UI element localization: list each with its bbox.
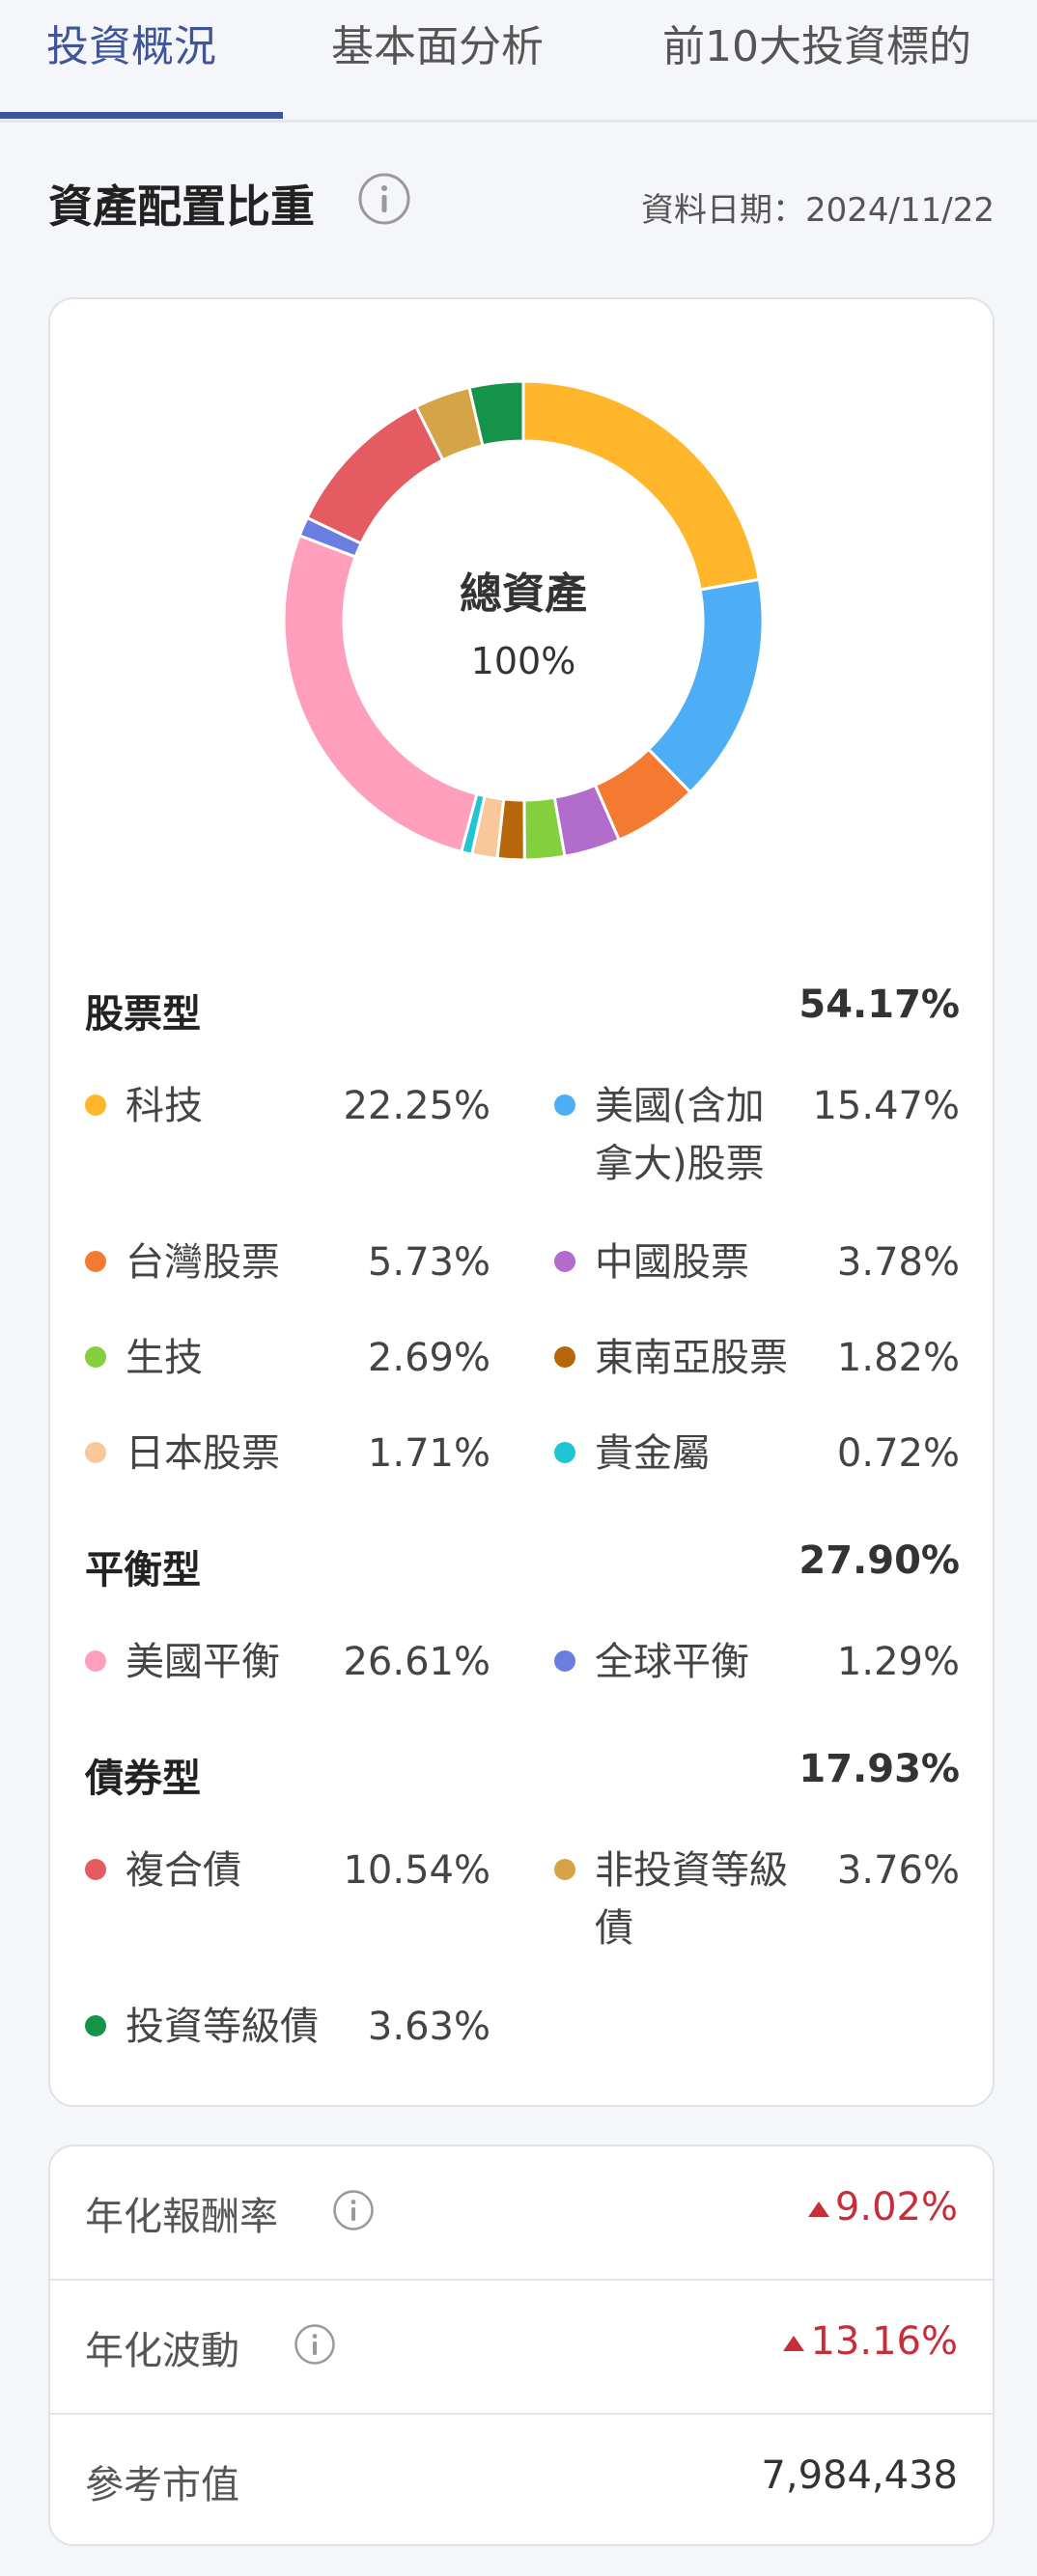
legend-item: 中國股票 3.78%: [554, 1233, 960, 1291]
legend-item: 日本股票 1.71%: [85, 1425, 490, 1482]
legend-item: 台灣股票 5.73%: [85, 1233, 490, 1291]
legend-value: 15.47%: [812, 1084, 960, 1128]
legend-label: 美國(含加: [595, 1084, 765, 1128]
legend-label: 美國平衡: [126, 1640, 280, 1684]
group-balanced: 平衡型 27.90%: [85, 1538, 960, 1596]
legend-dot: [554, 1251, 575, 1272]
legend-label-line2: 拿大)股票: [595, 1142, 765, 1186]
legend-label: 投資等級債: [126, 2005, 319, 2049]
legend-item: 全球平衡 1.29%: [554, 1633, 960, 1691]
group-percentage: 27.90%: [799, 1538, 960, 1583]
stat-value: 13.16%: [781, 2319, 958, 2364]
tab-bar: 投資概況 基本面分析 前10大投資標的: [0, 0, 1037, 123]
group-name: 平衡型: [85, 1548, 201, 1593]
asset-allocation-donut-chart: 總資產 100%: [282, 379, 765, 862]
legend-item: 東南亞股票 1.82%: [554, 1329, 960, 1387]
legend-item: 美國(含加 拿大)股票 15.47%: [554, 1077, 960, 1193]
legend-item: 非投資等級 債 3.76%: [554, 1842, 960, 1957]
donut-slice: [305, 404, 445, 546]
allocation-title: 資產配置比重: [48, 180, 315, 233]
legend-label: 生技: [126, 1336, 203, 1380]
legend-dot: [554, 1650, 575, 1672]
legend-value: 5.73%: [367, 1240, 490, 1285]
stat-label: 年化報酬率: [85, 2195, 278, 2239]
tab-top10-holdings[interactable]: 前10大投資標的: [662, 22, 971, 71]
stat-label: 年化波動: [85, 2329, 239, 2373]
triangle-up-icon: [783, 2336, 805, 2351]
legend-value: 0.72%: [836, 1431, 960, 1476]
legend-item: 貴金屬 0.72%: [554, 1425, 960, 1482]
legend-value: 1.29%: [836, 1640, 960, 1684]
stat-annualized-volatility: 年化波動 13.16%: [50, 2281, 993, 2414]
legend-item: 複合債 10.54%: [85, 1842, 490, 1899]
legend-label: 全球平衡: [595, 1640, 749, 1684]
group-percentage: 54.17%: [799, 983, 960, 1027]
donut-slice: [646, 577, 765, 794]
legend-label: 日本股票: [126, 1431, 280, 1476]
donut-center-value: 100%: [471, 640, 576, 682]
legend-dot: [85, 1859, 106, 1880]
legend-label: 台灣股票: [126, 1240, 280, 1285]
legend-item: 生技 2.69%: [85, 1329, 490, 1387]
legend-item: 科技 22.25%: [85, 1077, 490, 1135]
legend-label: 非投資等級: [595, 1848, 788, 1893]
tab-fundamental-analysis[interactable]: 基本面分析: [331, 22, 544, 71]
data-date: 資料日期：2024/11/22: [641, 191, 995, 230]
group-bond: 債券型 17.93%: [85, 1747, 960, 1805]
donut-center-title: 總資產: [460, 569, 587, 619]
allocation-header: 資產配置比重 資料日期：2024/11/22: [48, 172, 995, 239]
legend-value: 22.25%: [343, 1084, 490, 1128]
legend-item: 美國平衡 26.61%: [85, 1633, 490, 1691]
legend-label: 複合債: [126, 1848, 241, 1893]
stat-annualized-return: 年化報酬率 9.02%: [50, 2147, 993, 2280]
group-name: 股票型: [85, 992, 201, 1037]
group-percentage: 17.93%: [799, 1747, 960, 1791]
legend-dot: [85, 1346, 106, 1368]
divider: [50, 2279, 993, 2281]
legend-label-line2: 債: [595, 1906, 633, 1951]
legend-dot: [85, 2015, 106, 2036]
allocation-card: 總資產 100% 股票型 54.17% 科技 22.25% 美國(含加 拿大)股…: [48, 297, 995, 2107]
legend-value: 1.71%: [367, 1431, 490, 1476]
stat-value: 7,984,438: [761, 2453, 958, 2498]
legend-item: 投資等級債 3.63%: [85, 1998, 490, 2056]
info-circle-icon[interactable]: [332, 2189, 375, 2231]
legend-label: 中國股票: [595, 1240, 749, 1285]
stat-value-text: 13.16%: [810, 2319, 958, 2364]
legend-value: 3.76%: [836, 1848, 960, 1893]
legend-dot: [554, 1442, 575, 1463]
group-name: 債券型: [85, 1757, 201, 1801]
legend-value: 26.61%: [343, 1640, 490, 1684]
legend-dot: [85, 1442, 106, 1463]
legend-dot: [554, 1346, 575, 1368]
legend-value: 3.78%: [836, 1240, 960, 1285]
legend-label: 貴金屬: [595, 1431, 711, 1476]
active-tab-indicator: [0, 112, 283, 119]
legend-value: 1.82%: [836, 1336, 960, 1380]
donut-slice: [521, 379, 762, 592]
donut-slice: [467, 379, 525, 448]
legend-dot: [85, 1650, 106, 1672]
tab-investment-overview[interactable]: 投資概況: [46, 22, 216, 71]
legend-label: 東南亞股票: [595, 1336, 788, 1380]
info-circle-icon[interactable]: [294, 2323, 336, 2366]
legend-value: 2.69%: [367, 1336, 490, 1380]
divider: [50, 2413, 993, 2415]
legend-value: 3.63%: [367, 2005, 490, 2049]
legend-dot: [554, 1094, 575, 1116]
legend-label: 科技: [126, 1084, 203, 1128]
triangle-up-icon: [807, 2202, 829, 2217]
stat-value: 9.02%: [806, 2185, 958, 2230]
stat-label: 參考市值: [85, 2463, 239, 2507]
group-equity: 股票型 54.17%: [85, 983, 960, 1040]
legend-dot: [85, 1094, 106, 1116]
legend-dot: [554, 1859, 575, 1880]
performance-card: 年化報酬率 9.02% 年化波動 13.16% 參考市值 7,984,438: [48, 2145, 995, 2546]
stat-value-text: 9.02%: [834, 2185, 958, 2230]
legend-value: 10.54%: [343, 1848, 490, 1893]
legend-dot: [85, 1251, 106, 1272]
stat-market-value: 參考市值 7,984,438: [50, 2415, 993, 2548]
info-circle-icon[interactable]: [357, 172, 411, 226]
donut-slice: [282, 533, 479, 854]
